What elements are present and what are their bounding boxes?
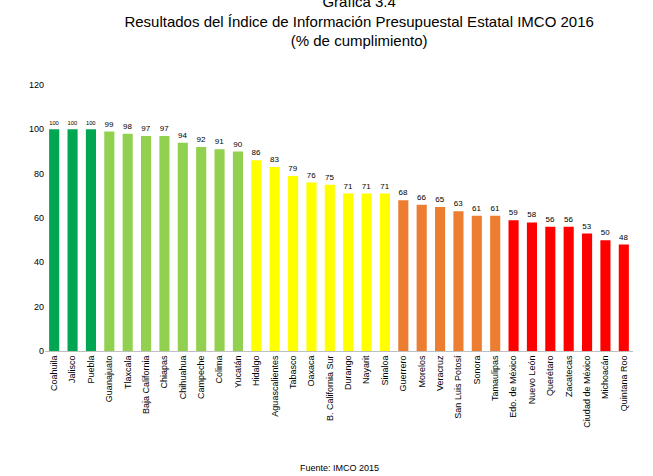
svg-text:99: 99 — [105, 120, 114, 129]
svg-text:63: 63 — [454, 199, 463, 208]
svg-text:20: 20 — [34, 302, 44, 312]
svg-text:58: 58 — [527, 210, 536, 219]
svg-text:83: 83 — [270, 155, 279, 164]
svg-text:61: 61 — [490, 204, 499, 213]
svg-text:Gráfica 3.4Resultados del Índi: Gráfica 3.4Resultados del Índice de Info… — [124, 0, 593, 49]
svg-text:Zacatecas: Zacatecas — [564, 355, 574, 397]
svg-text:Nuevo León: Nuevo León — [527, 356, 537, 405]
svg-text:Querétaro: Querétaro — [545, 356, 555, 397]
svg-text:100: 100 — [29, 124, 44, 134]
svg-text:79: 79 — [288, 164, 297, 173]
svg-text:68: 68 — [399, 188, 408, 197]
svg-text:56: 56 — [546, 215, 555, 224]
svg-text:90: 90 — [233, 140, 242, 149]
svg-text:San Luis Potosí: San Luis Potosí — [453, 355, 463, 419]
svg-text:Sonora: Sonora — [472, 356, 482, 385]
svg-text:60: 60 — [34, 213, 44, 223]
svg-text:92: 92 — [196, 135, 205, 144]
svg-text:75: 75 — [325, 173, 334, 182]
svg-text:Quintana Roo: Quintana Roo — [619, 356, 629, 412]
svg-text:Coahuila: Coahuila — [49, 356, 59, 392]
svg-text:100: 100 — [68, 120, 78, 126]
svg-text:97: 97 — [160, 124, 169, 133]
svg-text:94: 94 — [178, 131, 187, 140]
svg-text:Campeche: Campeche — [196, 356, 206, 400]
svg-text:65: 65 — [435, 195, 444, 204]
svg-text:91: 91 — [215, 137, 224, 146]
svg-text:Sinaloa: Sinaloa — [380, 356, 390, 386]
svg-text:Tamaulipas: Tamaulipas — [490, 355, 500, 401]
svg-text:80: 80 — [34, 169, 44, 179]
svg-text:Chiapas: Chiapas — [159, 355, 169, 389]
svg-text:Chihuahua: Chihuahua — [178, 356, 188, 400]
svg-text:100: 100 — [49, 120, 59, 126]
svg-text:53: 53 — [582, 222, 591, 231]
svg-text:0: 0 — [39, 346, 44, 356]
svg-text:48: 48 — [619, 233, 628, 242]
svg-text:Durango: Durango — [343, 356, 353, 391]
svg-text:Hidalgo: Hidalgo — [251, 356, 261, 387]
svg-text:Jalisco: Jalisco — [67, 356, 77, 384]
svg-text:Baja California: Baja California — [141, 356, 151, 415]
svg-text:Puebla: Puebla — [86, 356, 96, 384]
svg-text:97: 97 — [141, 124, 150, 133]
svg-text:56: 56 — [564, 215, 573, 224]
svg-text:Ciudad de México: Ciudad de México — [582, 356, 592, 428]
svg-text:Guanajuato: Guanajuato — [104, 356, 114, 403]
svg-text:40: 40 — [34, 257, 44, 267]
svg-text:Morelos: Morelos — [417, 355, 427, 388]
svg-text:Yucatán: Yucatán — [233, 356, 243, 389]
svg-text:120: 120 — [29, 80, 44, 90]
svg-text:66: 66 — [417, 193, 426, 202]
svg-text:Colima: Colima — [214, 356, 224, 384]
svg-text:71: 71 — [362, 182, 371, 191]
svg-text:Michoacán: Michoacán — [600, 356, 610, 400]
svg-text:71: 71 — [343, 182, 352, 191]
svg-text:59: 59 — [509, 208, 518, 217]
svg-text:Aguascalientes: Aguascalientes — [270, 355, 280, 417]
svg-text:61: 61 — [472, 204, 481, 213]
svg-text:Guerrero: Guerrero — [398, 356, 408, 392]
svg-text:76: 76 — [307, 171, 316, 180]
svg-text:B. California Sur: B. California Sur — [325, 356, 335, 422]
svg-text:50: 50 — [601, 228, 610, 237]
svg-text:Veracruz: Veracruz — [435, 355, 445, 391]
svg-text:Tlaxcala: Tlaxcala — [123, 356, 133, 390]
svg-text:71: 71 — [380, 182, 389, 191]
svg-text:Oaxaca: Oaxaca — [306, 356, 316, 387]
svg-text:Edo. de México: Edo. de México — [508, 356, 518, 418]
svg-text:98: 98 — [123, 122, 132, 131]
svg-text:86: 86 — [252, 148, 261, 157]
svg-text:100: 100 — [86, 120, 96, 126]
svg-text:Fuente: IMCO 2015: Fuente: IMCO 2015 — [300, 463, 379, 473]
svg-text:Tabasco: Tabasco — [288, 356, 298, 390]
svg-text:Nayarit: Nayarit — [361, 355, 371, 384]
